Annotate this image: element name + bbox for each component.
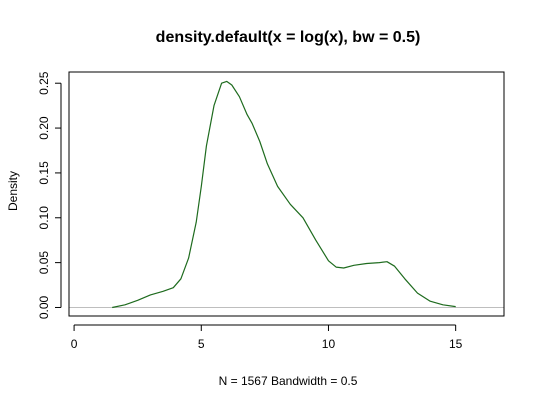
x-tick-label: 15: [449, 337, 463, 351]
x-tick-label: 5: [198, 337, 205, 351]
y-tick-label: 0.25: [37, 71, 51, 95]
chart-title: density.default(x = log(x), bw = 0.5): [156, 29, 421, 46]
plot-frame: [68, 71, 505, 317]
series-layer: [112, 80, 456, 309]
y-tick-label: 0.10: [37, 206, 51, 230]
y-tick-label: 0.00: [37, 295, 51, 319]
y-axis-label: Density: [6, 171, 20, 211]
x-tick-label: 0: [71, 337, 78, 351]
x-axis-label: N = 1567 Bandwidth = 0.5: [219, 374, 358, 388]
y-tick-label: 0.20: [37, 116, 51, 140]
x-axis: 0 5 10 15: [71, 324, 463, 351]
y-tick-label: 0.15: [37, 161, 51, 185]
y-tick-label: 0.05: [37, 251, 51, 275]
x-tick-label: 10: [322, 337, 336, 351]
frame-layer: [68, 71, 505, 317]
density-line: [112, 80, 456, 309]
y-axis: 0.00 0.05 0.10 0.15 0.20 0.25: [37, 71, 62, 319]
